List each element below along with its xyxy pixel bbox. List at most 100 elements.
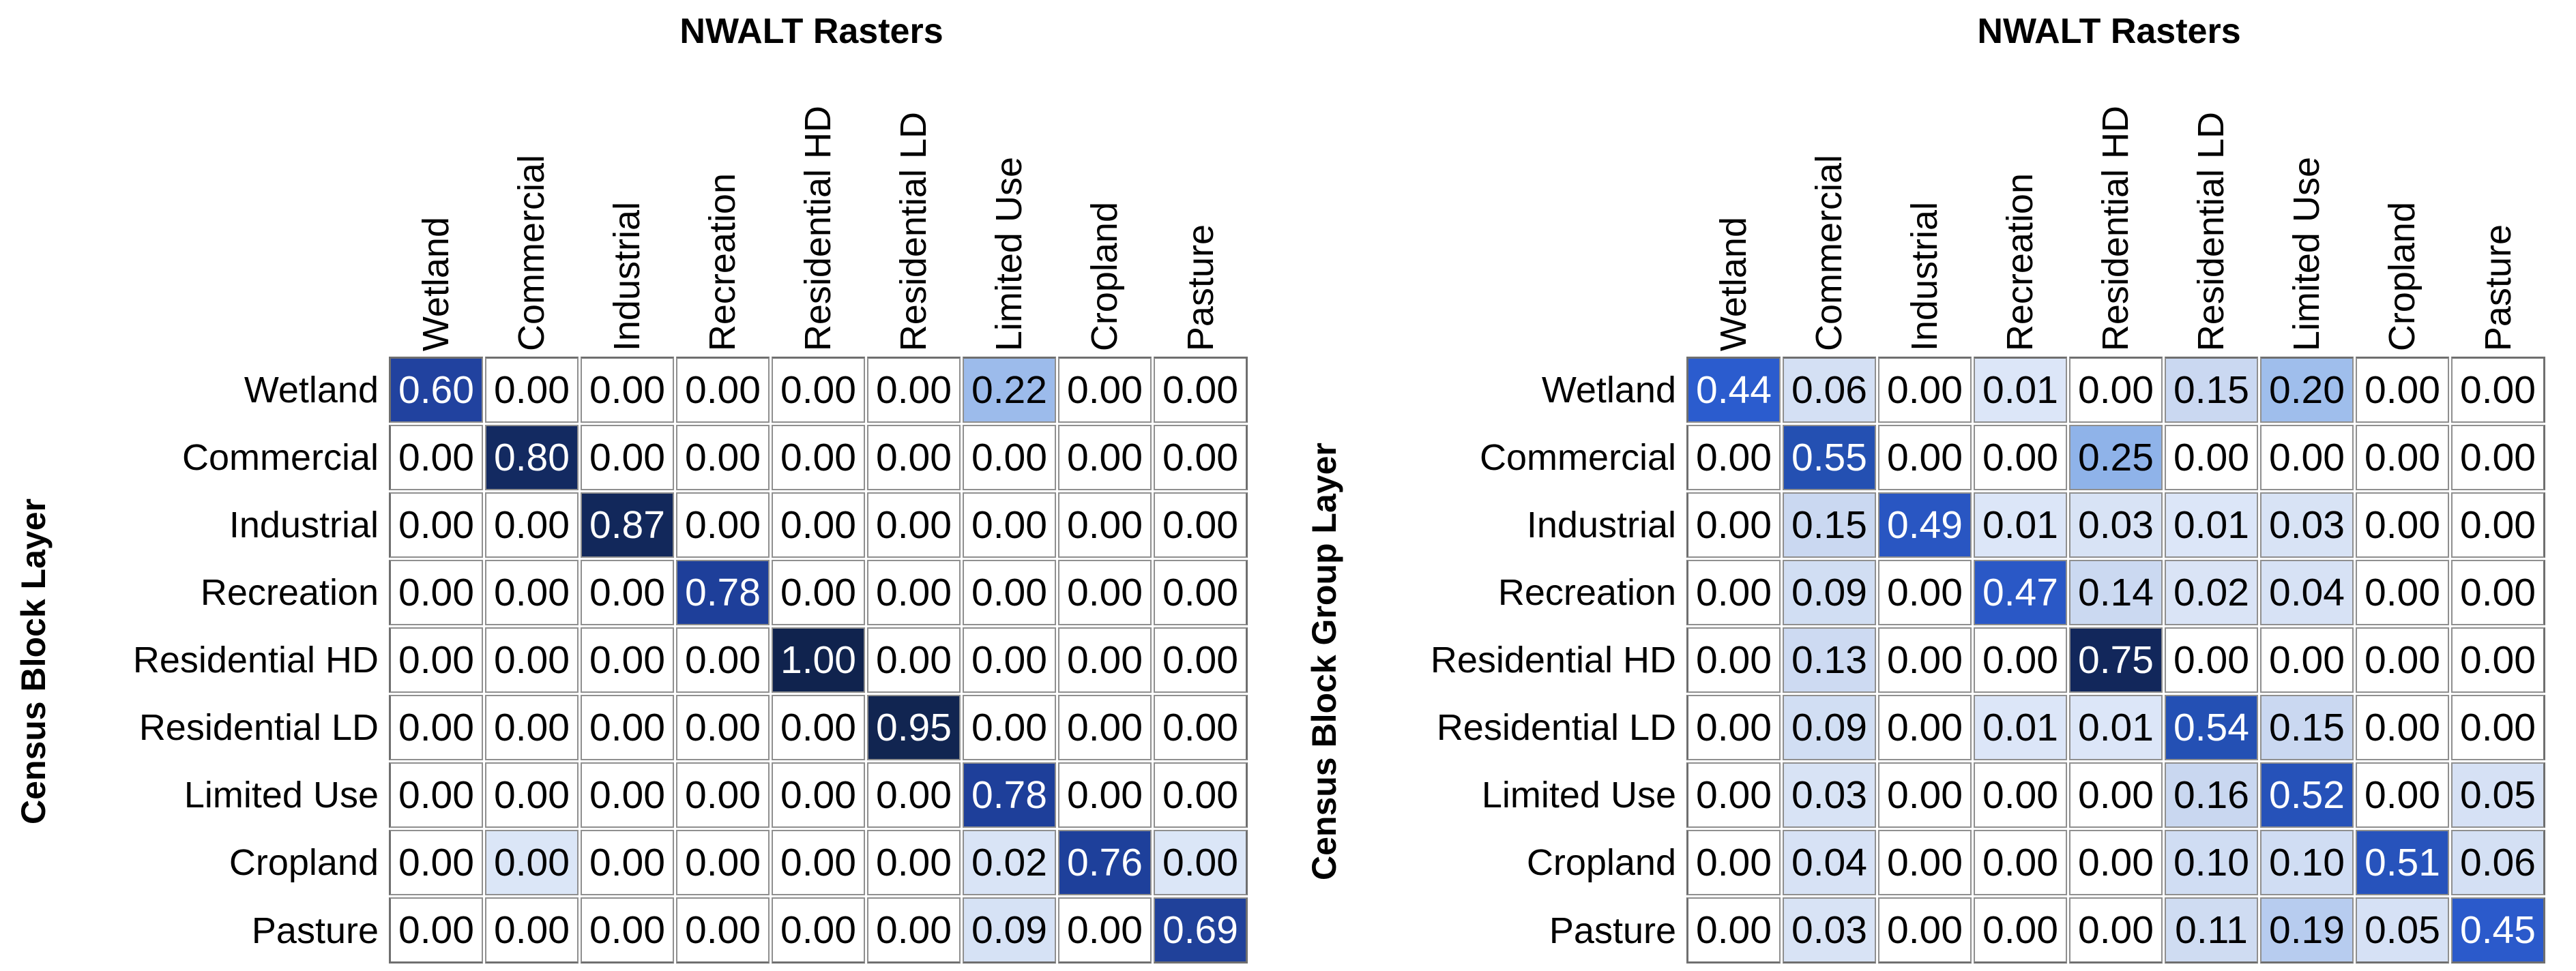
table-row: Residential HD 0.00 0.00 0.00 0.00 1.00 0.00 0.… (2, 627, 1248, 693)
table-row: Commercial 0.00 0.80 0.00 0.00 0.00 0.00 0.00 0.… (2, 425, 1248, 490)
matrix-cell: 0.03 (1783, 762, 1876, 828)
matrix-cell: 0.05 (2356, 897, 2449, 963)
matrix-cell: 0.00 (1154, 627, 1248, 693)
matrix-cell: 0.00 (2356, 762, 2449, 828)
matrix-cell: 0.00 (1154, 492, 1248, 558)
table-row: Pasture 0.00 0.03 0.00 0.00 0.00 0.11 0.19 0.05 0… (1244, 897, 2545, 963)
matrix-cell: 0.00 (676, 762, 770, 828)
matrix-cell: 0.47 (1974, 560, 2067, 625)
column-header: Pasture (2451, 70, 2545, 355)
matrix-cell: 0.00 (1058, 492, 1152, 558)
column-header: Limited Use (2260, 70, 2354, 355)
matrix-cell: 0.09 (1783, 695, 1876, 760)
matrix-census-block-group-layer: NWALT Rasters Census Block Group Layer W… (1242, 0, 2576, 971)
corner-spacer (2, 70, 387, 355)
row-header: Wetland (1541, 369, 1676, 410)
matrix-cell: 0.00 (963, 627, 1056, 693)
matrix-cell: 0.00 (581, 357, 674, 423)
column-header-label: Pasture (1180, 224, 1221, 351)
matrix-cell: 0.00 (1686, 695, 1781, 760)
matrix-cell: 0.00 (1686, 627, 1781, 693)
matrix-cell: 0.00 (1154, 425, 1248, 490)
matrix-cell: 0.00 (963, 560, 1056, 625)
row-header: Industrial (229, 505, 379, 546)
matrix-cell: 0.15 (2260, 695, 2354, 760)
row-header: Industrial (1526, 505, 1676, 546)
column-header: Industrial (1878, 70, 1972, 355)
matrix-cell: 0.00 (1878, 897, 1972, 963)
column-header-label: Residential HD (2095, 105, 2137, 351)
matrix-cell: 0.52 (2260, 762, 2354, 828)
column-header: Recreation (676, 70, 770, 355)
matrix-cell: 0.01 (2069, 695, 2163, 760)
matrix-cell: 0.69 (1154, 897, 1248, 963)
column-header: Industrial (581, 70, 674, 355)
row-header: Pasture (251, 910, 379, 951)
matrix-cell: 1.00 (772, 627, 865, 693)
column-header-row: Wetland Commercial Industrial Recreation Res… (2, 70, 1248, 355)
matrix-cell: 0.00 (867, 762, 961, 828)
table-row: Cropland 0.00 0.04 0.00 0.00 0.00 0.10 0.10 0.51… (1244, 830, 2545, 895)
column-header: Wetland (1686, 70, 1781, 355)
table-row: Residential LD 0.00 0.09 0.00 0.01 0.01 0.54 0.… (1244, 695, 2545, 760)
column-header: Wetland (389, 70, 483, 355)
column-header: Recreation (1974, 70, 2067, 355)
matrix-cell: 0.45 (2451, 897, 2545, 963)
matrix-cell: 0.00 (2451, 425, 2545, 490)
column-header-row: Wetland Commercial Industrial Recreation Res… (1244, 70, 2545, 355)
matrix-cell: 0.06 (2451, 830, 2545, 895)
matrix-cell: 0.00 (581, 830, 674, 895)
matrix-cell: 0.00 (389, 492, 483, 558)
column-header: Residential LD (867, 70, 961, 355)
matrix-cell: 0.00 (676, 425, 770, 490)
matrix-cell: 0.00 (963, 695, 1056, 760)
matrix-cell: 0.00 (389, 627, 483, 693)
table-row: Wetland 0.44 0.06 0.00 0.01 0.00 0.15 0.20 0.00 0… (1244, 357, 2545, 423)
matrix-cell: 0.95 (867, 695, 961, 760)
matrix-cell: 0.20 (2260, 357, 2354, 423)
matrix-cell: 0.00 (1154, 560, 1248, 625)
matrix-cell: 0.00 (867, 830, 961, 895)
matrix-cell: 0.55 (1783, 425, 1876, 490)
heatmap-table: Wetland Commercial Industrial Recreation Res… (0, 68, 1250, 966)
column-header-label: Residential LD (2191, 111, 2232, 351)
matrix-cell: 0.00 (1878, 627, 1972, 693)
matrix-cell: 0.54 (2165, 695, 2258, 760)
matrix-cell: 0.00 (2069, 762, 2163, 828)
matrix-cell: 0.00 (1686, 830, 1781, 895)
matrix-cell: 0.01 (1974, 492, 2067, 558)
matrix-cell: 0.00 (485, 897, 579, 963)
row-header: Limited Use (184, 775, 379, 816)
matrix-cell: 0.00 (2356, 695, 2449, 760)
matrix-cell: 0.00 (1878, 560, 1972, 625)
matrix-cell: 0.00 (2451, 695, 2545, 760)
matrix-cell: 0.00 (772, 492, 865, 558)
matrix-cell: 0.78 (676, 560, 770, 625)
matrix-cell: 0.00 (772, 897, 865, 963)
matrix-cell: 0.00 (1974, 830, 2067, 895)
column-header-label: Wetland (1712, 216, 1754, 351)
matrix-cell: 0.00 (389, 425, 483, 490)
column-header: Cropland (2356, 70, 2449, 355)
matrix-cell: 0.15 (2165, 357, 2258, 423)
column-header: Residential LD (2165, 70, 2258, 355)
column-header-label: Industrial (606, 201, 648, 351)
column-header-label: Residential HD (797, 105, 839, 351)
column-header: Residential HD (2069, 70, 2163, 355)
matrix-cell: 0.00 (581, 695, 674, 760)
row-header: Residential HD (1430, 640, 1676, 681)
matrix-cell: 0.00 (389, 897, 483, 963)
column-header: Limited Use (963, 70, 1056, 355)
matrix-cell: 0.00 (581, 897, 674, 963)
column-header: Commercial (485, 70, 579, 355)
matrix-cell: 0.00 (485, 830, 579, 895)
matrix-cell: 0.00 (389, 560, 483, 625)
row-header: Residential LD (1436, 707, 1676, 748)
column-header-label: Residential LD (893, 111, 935, 351)
matrix-cell: 0.87 (581, 492, 674, 558)
matrix-cell: 0.00 (2451, 560, 2545, 625)
matrix-cell: 0.00 (485, 762, 579, 828)
row-header: Residential LD (138, 707, 379, 748)
matrix-cell: 0.01 (2165, 492, 2258, 558)
matrix-cell: 0.76 (1058, 830, 1152, 895)
